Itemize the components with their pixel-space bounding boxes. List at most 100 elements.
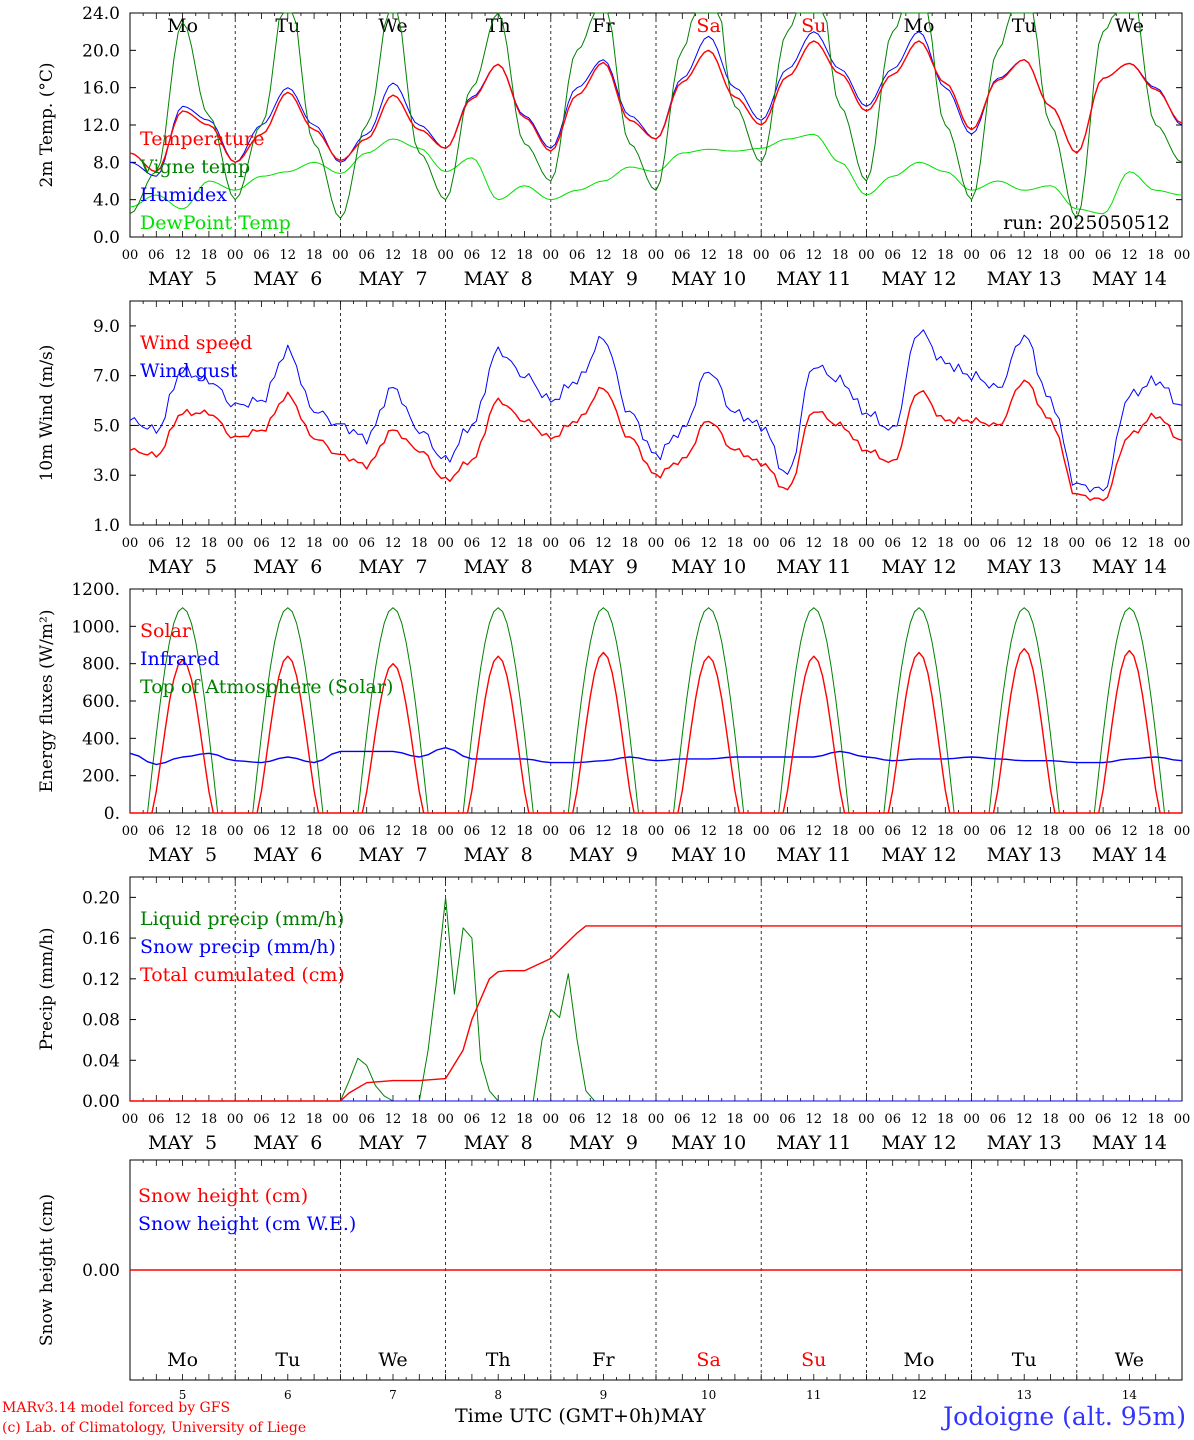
hour-tick-label: 00 <box>963 248 980 263</box>
day-number-label: 13 <box>1017 1388 1032 1402</box>
hour-tick-label: 00 <box>858 824 875 839</box>
hour-tick-label: 18 <box>937 248 954 263</box>
hour-tick-label: 00 <box>122 824 139 839</box>
weekday-label: Tu <box>275 15 300 37</box>
hour-tick-label: 00 <box>227 1112 244 1127</box>
day-number-label: 10 <box>701 1388 716 1402</box>
y-tick-label: 9.0 <box>93 317 120 337</box>
hour-tick-label: 12 <box>1121 824 1138 839</box>
hour-tick-label: 18 <box>937 536 954 551</box>
date-label: MAY 11 <box>776 556 851 578</box>
y-tick-label: 24.0 <box>82 4 120 24</box>
day-number-label: 9 <box>600 1388 608 1402</box>
hour-tick-label: 00 <box>227 536 244 551</box>
hour-tick-label: 06 <box>253 824 270 839</box>
time-axis-label: Time UTC (GMT+0h) <box>455 1405 661 1427</box>
legend-entry-humidex: Humidex <box>140 184 227 206</box>
hour-tick-label: 00 <box>963 536 980 551</box>
y-tick-label: 4.0 <box>93 191 120 211</box>
series-line-dewpoint-temp <box>129 133 1183 215</box>
hour-tick-label: 06 <box>990 248 1007 263</box>
hour-tick-label: 00 <box>543 248 560 263</box>
hour-tick-label: 18 <box>727 248 744 263</box>
hour-tick-label: 18 <box>1147 536 1164 551</box>
date-label: MAY 5 <box>148 268 217 290</box>
y-tick-label: 0.00 <box>82 1261 120 1281</box>
hour-tick-label: 00 <box>122 536 139 551</box>
hour-tick-label: 00 <box>437 248 454 263</box>
hour-tick-label: 12 <box>280 1112 297 1127</box>
hour-tick-label: 06 <box>358 248 375 263</box>
y-tick-label: 400. <box>82 729 120 749</box>
legend-entry-wind-speed: Wind speed <box>140 332 252 354</box>
hour-tick-label: 06 <box>358 536 375 551</box>
legend-entry-solar: Solar <box>140 620 192 642</box>
hour-tick-label: 06 <box>464 824 481 839</box>
date-label: MAY 5 <box>148 844 217 866</box>
hour-tick-label: 12 <box>1016 248 1033 263</box>
hour-tick-label: 00 <box>648 248 665 263</box>
hour-tick-label: 12 <box>1016 1112 1033 1127</box>
hour-tick-label: 00 <box>1174 536 1191 551</box>
weekday-label: We <box>378 15 407 37</box>
weekday-label: Sa <box>696 1349 720 1371</box>
hour-tick-label: 12 <box>911 248 928 263</box>
hour-tick-label: 12 <box>385 1112 402 1127</box>
y-tick-label: 1000. <box>71 617 120 637</box>
y-tick-label: 20.0 <box>82 41 120 61</box>
y-tick-label: 0.08 <box>82 1011 120 1031</box>
y-tick-label: 1200. <box>71 580 120 600</box>
hour-tick-label: 06 <box>1095 536 1112 551</box>
hour-tick-label: 00 <box>227 248 244 263</box>
hour-tick-label: 06 <box>884 536 901 551</box>
hour-tick-label: 12 <box>1016 536 1033 551</box>
series-line-wind-speed <box>129 379 1183 502</box>
hour-tick-label: 06 <box>884 1112 901 1127</box>
hour-tick-label: 00 <box>437 536 454 551</box>
hour-tick-label: 12 <box>280 248 297 263</box>
hour-tick-label: 06 <box>674 248 691 263</box>
date-label: MAY 13 <box>987 556 1062 578</box>
hour-tick-label: 06 <box>358 1112 375 1127</box>
legend-entry-snow-height-cm-w-e: Snow height (cm W.E.) <box>138 1213 356 1235</box>
date-label: MAY 11 <box>776 268 851 290</box>
hour-tick-label: 12 <box>700 824 717 839</box>
weekday-label: We <box>1115 15 1144 37</box>
hour-tick-label: 12 <box>911 536 928 551</box>
hour-tick-label: 00 <box>543 1112 560 1127</box>
time-axis-title: Time UTC (GMT+0h)MAY <box>455 1405 706 1427</box>
series-line-infrared <box>129 747 1183 766</box>
legend-entry-vigne-temp: Vigne temp <box>139 156 250 178</box>
hour-tick-label: 06 <box>674 824 691 839</box>
y-axis-label: Snow height (cm) <box>37 1194 57 1346</box>
date-label: MAY 8 <box>464 556 533 578</box>
y-tick-label: 7.0 <box>93 367 120 387</box>
hour-tick-label: 12 <box>911 824 928 839</box>
legend-entry-temperature: Temperature <box>140 128 264 150</box>
legend-entry-snow-height-cm: Snow height (cm) <box>138 1185 308 1207</box>
hour-tick-label: 00 <box>332 824 349 839</box>
hour-tick-label: 18 <box>516 248 533 263</box>
hour-tick-label: 12 <box>911 1112 928 1127</box>
hour-tick-label: 06 <box>674 536 691 551</box>
hour-tick-label: 00 <box>332 248 349 263</box>
hour-tick-label: 06 <box>990 536 1007 551</box>
hour-tick-label: 00 <box>122 248 139 263</box>
hour-tick-label: 12 <box>700 1112 717 1127</box>
y-tick-label: 0.00 <box>82 1092 120 1112</box>
hour-tick-label: 06 <box>464 536 481 551</box>
hour-tick-label: 06 <box>674 1112 691 1127</box>
hour-tick-label: 12 <box>806 824 823 839</box>
hour-tick-label: 06 <box>779 248 796 263</box>
y-tick-label: 8.0 <box>93 153 120 173</box>
hour-tick-label: 00 <box>753 248 770 263</box>
date-label: MAY 7 <box>358 268 427 290</box>
hour-tick-label: 12 <box>700 536 717 551</box>
hour-tick-label: 06 <box>779 824 796 839</box>
hour-tick-label: 18 <box>306 824 323 839</box>
date-label: MAY 12 <box>881 844 956 866</box>
hour-tick-label: 12 <box>1121 1112 1138 1127</box>
date-label: MAY 13 <box>987 268 1062 290</box>
date-label: MAY 13 <box>987 844 1062 866</box>
date-label: MAY 9 <box>569 268 638 290</box>
